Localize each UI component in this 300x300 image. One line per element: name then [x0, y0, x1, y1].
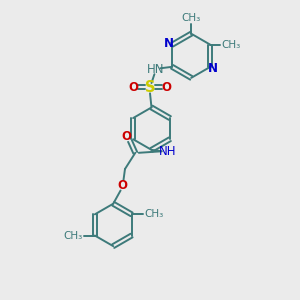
Text: N: N	[208, 62, 218, 75]
Text: O: O	[117, 179, 127, 192]
Text: CH₃: CH₃	[144, 209, 164, 219]
Text: O: O	[122, 130, 131, 143]
Text: O: O	[161, 81, 171, 94]
Text: O: O	[129, 81, 139, 94]
Text: CH₃: CH₃	[221, 40, 241, 50]
Text: NH: NH	[159, 145, 176, 158]
Text: N: N	[164, 37, 174, 50]
Text: S: S	[145, 80, 155, 95]
Text: HN: HN	[147, 63, 165, 76]
Text: CH₃: CH₃	[182, 13, 201, 23]
Text: CH₃: CH₃	[63, 230, 82, 241]
